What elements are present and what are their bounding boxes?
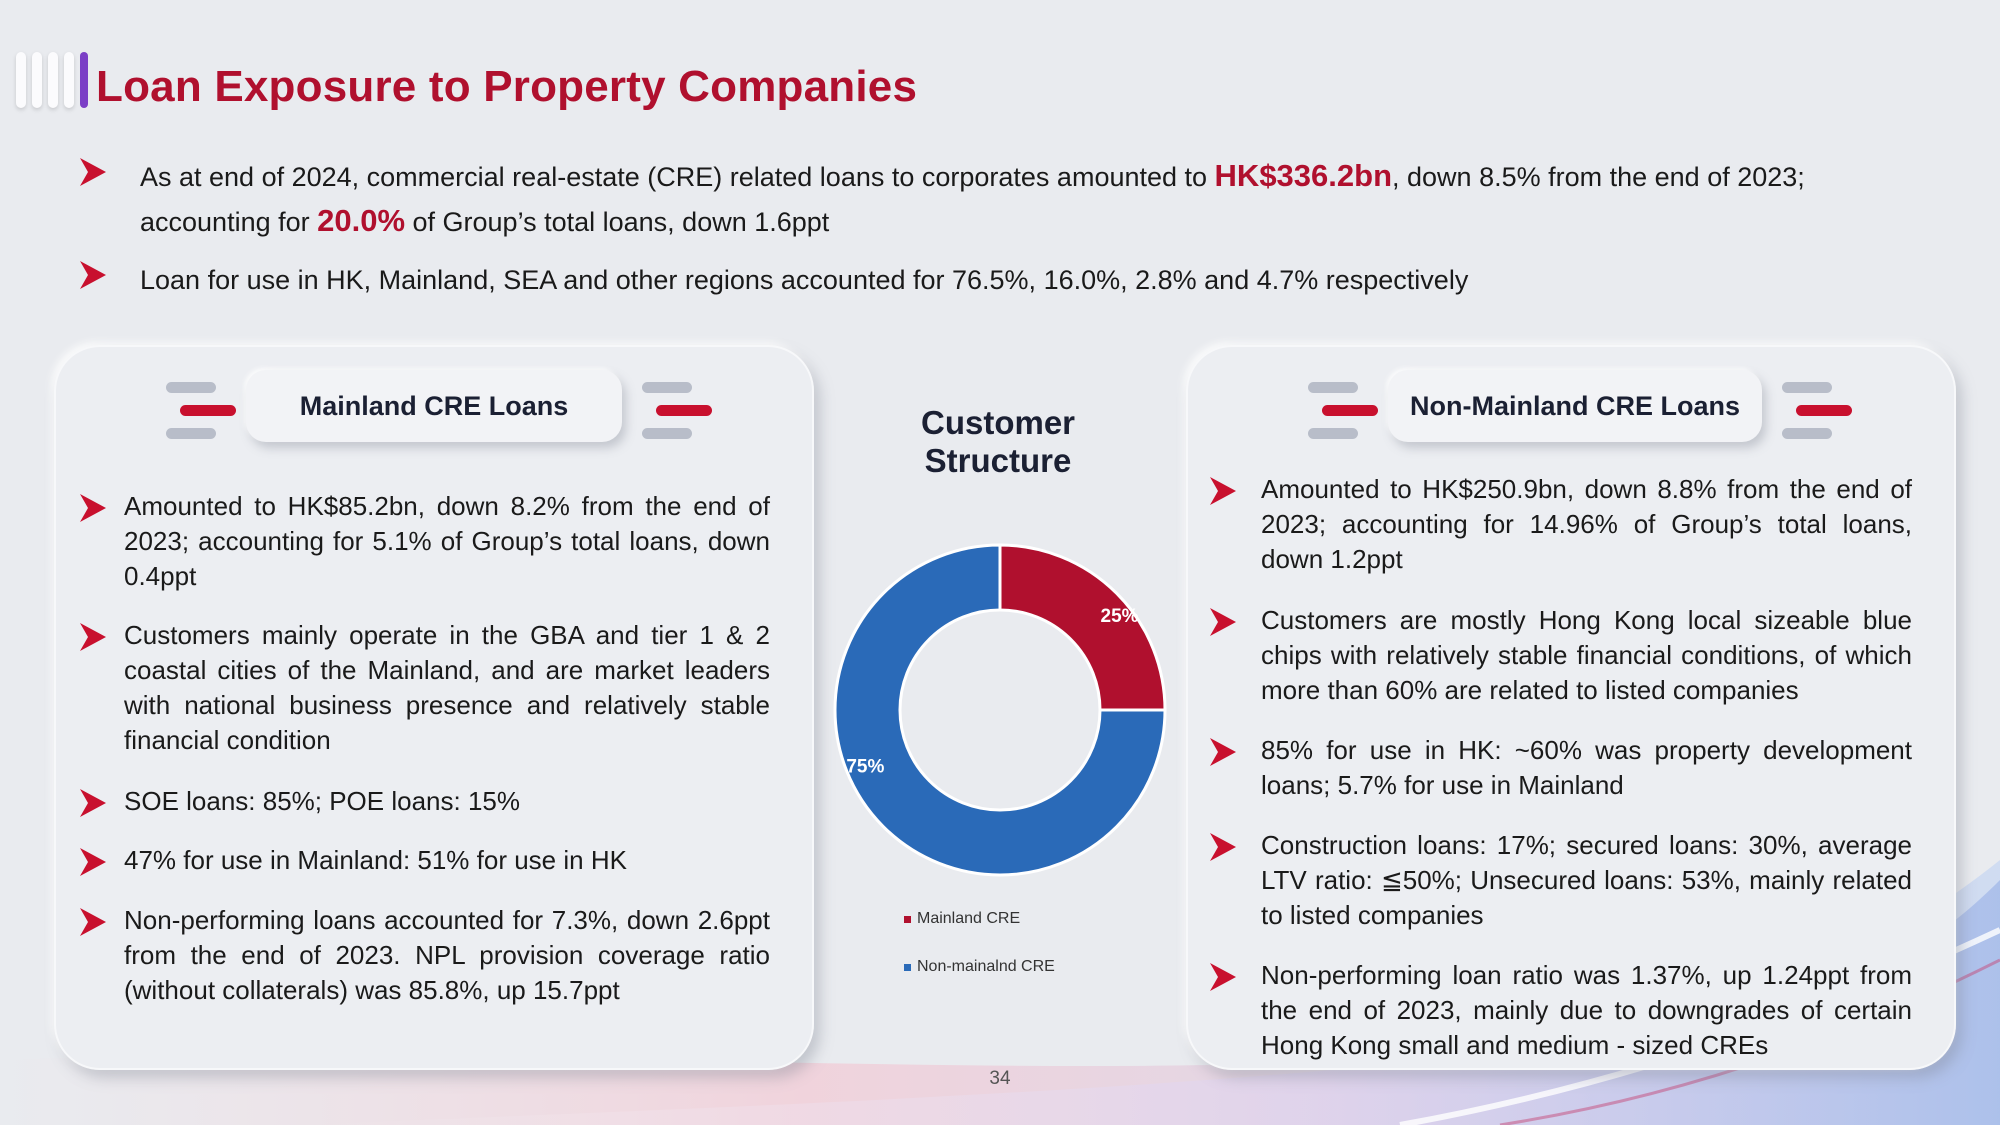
bullet-arrow-icon: [80, 261, 106, 289]
bullet-arrow-icon: [80, 494, 106, 522]
donut-data-label: 75%: [846, 757, 884, 778]
customer-structure-donut-chart: 25% 75%: [833, 543, 1167, 877]
bullet-arrow-icon: [80, 908, 106, 936]
panel-bullet-text: Customers are mostly Hong Kong local siz…: [1261, 605, 1912, 705]
non-mainland-cre-title: Non-Mainland CRE Loans: [1388, 370, 1762, 442]
pill-decoration-right: [1782, 382, 1852, 439]
bullet-arrow-icon: [1210, 738, 1236, 766]
panel-bullet-text: Amounted to HK$250.9bn, down 8.8% from t…: [1261, 474, 1912, 574]
donut-slice-mainland: [998, 543, 1167, 712]
bullet-arrow-icon: [80, 848, 106, 876]
bullet-arrow-icon: [1210, 833, 1236, 861]
top-bullet-cre-loans: As at end of 2024, commercial real-estat…: [140, 158, 1805, 238]
page-number: 34: [989, 1068, 1011, 1089]
bullet-arrow-icon: [1210, 477, 1236, 505]
chart-title: Customer Structure: [920, 404, 1076, 479]
panel-bullet-text: Construction loans: 17%; secured loans: …: [1261, 830, 1912, 930]
legend-item-mainland: Mainland CRE: [904, 910, 1020, 928]
legend-item-non-mainland: Non-mainalnd CRE: [904, 958, 1055, 976]
pill-decoration-right: [642, 382, 712, 439]
bullet-arrow-icon: [80, 789, 106, 817]
legend-label: Mainland CRE: [917, 910, 1021, 927]
donut-data-label: 25%: [1101, 606, 1139, 627]
bullet-arrow-icon: [1210, 608, 1236, 636]
legend-swatch: [904, 963, 911, 971]
pill-decoration-left: [166, 382, 236, 439]
top-bullet-regions: Loan for use in HK, Mainland, SEA and ot…: [140, 265, 1469, 295]
panel-bullet-text: Customers mainly operate in the GBA and …: [124, 620, 770, 755]
page-title: Loan Exposure to Property Companies: [96, 62, 918, 111]
legend-label: Non-mainalnd CRE: [917, 958, 1055, 975]
donut-slice-non-mainland: [833, 543, 1167, 877]
panel-bullet-text: Non-performing loan ratio was 1.37%, up …: [1261, 960, 1912, 1060]
panel-bullet-text: SOE loans: 85%; POE loans: 15%: [124, 786, 520, 816]
bullet-arrow-icon: [1210, 963, 1236, 991]
panel-bullet-text: Non-performing loans accounted for 7.3%,…: [124, 905, 770, 1005]
pill-decoration-left: [1308, 382, 1378, 439]
title-decoration-bars: [16, 52, 88, 108]
bullet-arrow-icon: [80, 158, 106, 186]
panel-bullet-text: 47% for use in Mainland: 51% for use in …: [124, 845, 627, 875]
legend-swatch: [904, 915, 911, 923]
non-mainland-cre-panel: [1186, 345, 1956, 1070]
panel-bullet-text: Amounted to HK$85.2bn, down 8.2% from th…: [124, 491, 770, 591]
mainland-cre-panel: [54, 345, 814, 1070]
panel-bullet-text: 85% for use in HK: ~60% was property dev…: [1261, 735, 1912, 800]
mainland-cre-title: Mainland CRE Loans: [246, 370, 622, 442]
bullet-arrow-icon: [80, 623, 106, 651]
